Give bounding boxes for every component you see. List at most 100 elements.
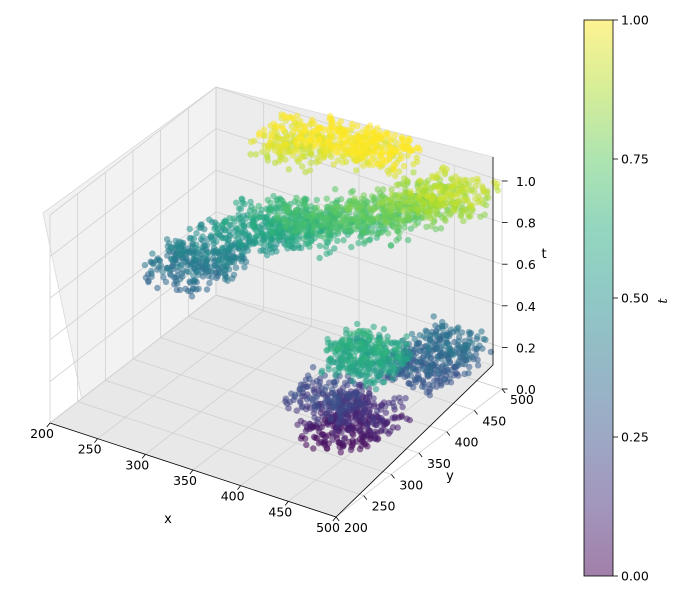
- scatter-point: [265, 242, 272, 249]
- scatter-point: [252, 151, 260, 158]
- scatter-point: [407, 188, 414, 195]
- scatter-point: [220, 259, 227, 266]
- scatter-point: [303, 140, 310, 147]
- x-tick-mark: [141, 454, 146, 459]
- scatter-point: [401, 162, 408, 170]
- scatter-point: [360, 162, 367, 169]
- scatter-point: [343, 326, 350, 333]
- scatter-point: [351, 195, 358, 202]
- scatter-point: [357, 381, 364, 388]
- scatter-point: [365, 218, 372, 226]
- scatter-point: [292, 228, 299, 235]
- scatter-point: [251, 206, 258, 213]
- scatter-point: [466, 203, 474, 210]
- scatter-point: [297, 154, 304, 162]
- scatter-point: [371, 379, 378, 386]
- scatter-point: [331, 245, 338, 252]
- scatter-point: [463, 185, 470, 192]
- scatter-point: [474, 356, 481, 363]
- scatter-point: [485, 194, 492, 201]
- scatter-point: [249, 220, 256, 228]
- scatter-point: [364, 421, 371, 429]
- scatter-point: [354, 394, 361, 401]
- scatter-point: [323, 403, 330, 410]
- scatter-point: [423, 223, 430, 231]
- colorbar-tick-label: 1.00: [621, 13, 649, 28]
- scatter-point: [376, 372, 384, 379]
- scatter-point: [442, 368, 449, 375]
- scatter-point: [429, 174, 437, 182]
- scatter-point: [389, 197, 396, 205]
- scatter-point: [334, 394, 341, 401]
- scatter-point: [427, 332, 434, 340]
- scatter-point: [311, 212, 319, 219]
- scatter-point: [423, 355, 430, 363]
- scatter-point: [346, 427, 353, 434]
- scatter-point: [195, 285, 202, 292]
- scatter-point: [378, 417, 385, 424]
- scatter-point: [207, 267, 214, 275]
- scatter-point: [339, 159, 347, 166]
- scatter-point: [334, 143, 341, 150]
- scatter-point: [206, 216, 213, 223]
- scatter-point: [327, 235, 334, 243]
- scatter-point: [203, 263, 211, 270]
- scatter-point: [461, 361, 468, 368]
- scatter-point: [452, 370, 459, 377]
- scatter-point: [340, 441, 347, 448]
- scatter-point: [353, 167, 360, 174]
- colorbar-ticks: 0.00 0.25 0.50 0.75 1.00: [613, 13, 649, 584]
- scatter-point: [349, 406, 356, 414]
- x-tick-label: 200: [30, 426, 54, 441]
- scatter-point: [322, 146, 330, 153]
- scatter-point: [177, 275, 184, 283]
- scatter-point: [368, 229, 375, 237]
- scatter-point: [193, 230, 200, 237]
- scatter-point: [233, 199, 240, 206]
- scatter-point: [198, 262, 205, 270]
- scatter-point: [256, 213, 263, 220]
- scatter-point: [310, 387, 317, 394]
- scatter-point: [450, 193, 457, 200]
- z-tick-label: 0.8: [516, 216, 536, 231]
- scatter-point: [372, 205, 379, 212]
- scatter-point: [274, 234, 282, 242]
- scatter-point: [455, 324, 462, 331]
- y-tick-label: 300: [399, 477, 423, 492]
- scatter-point: [291, 391, 299, 399]
- scatter-point: [298, 135, 305, 143]
- scatter-point: [195, 246, 202, 253]
- scatter-point: [186, 225, 193, 233]
- scatter-point: [313, 204, 321, 211]
- scatter-point: [378, 198, 386, 206]
- scatter-point: [363, 369, 370, 376]
- x-tick-mark: [237, 485, 241, 490]
- scatter-point: [193, 267, 201, 274]
- scatter-point: [438, 382, 445, 389]
- scatter-point: [370, 395, 377, 402]
- scatter-point: [477, 213, 484, 220]
- scatter-point: [361, 354, 369, 362]
- z-ticks: 0.0 0.2 0.4 0.6 0.8 1.0: [502, 174, 536, 397]
- scatter-point: [392, 172, 399, 180]
- scatter-point: [190, 272, 197, 279]
- scatter-point: [383, 365, 390, 372]
- scatter-point: [387, 207, 395, 214]
- scatter-point: [334, 121, 341, 129]
- scatter-point: [354, 122, 361, 130]
- scatter-point: [323, 250, 330, 257]
- scatter-point: [328, 153, 335, 160]
- scatter-point: [245, 233, 253, 240]
- scatter-point: [191, 277, 199, 284]
- z-tick-label: 0.2: [516, 340, 536, 355]
- scatter-point: [382, 409, 390, 416]
- scatter-point: [306, 375, 313, 382]
- scatter-point: [338, 355, 345, 362]
- scatter-point: [367, 362, 374, 369]
- scatter-point: [390, 224, 397, 231]
- x-tick-mark: [284, 501, 289, 506]
- scatter-point: [188, 293, 196, 300]
- scatter-point: [394, 353, 401, 360]
- z-tick-label: 0.0: [516, 382, 536, 397]
- scatter-point: [362, 132, 369, 140]
